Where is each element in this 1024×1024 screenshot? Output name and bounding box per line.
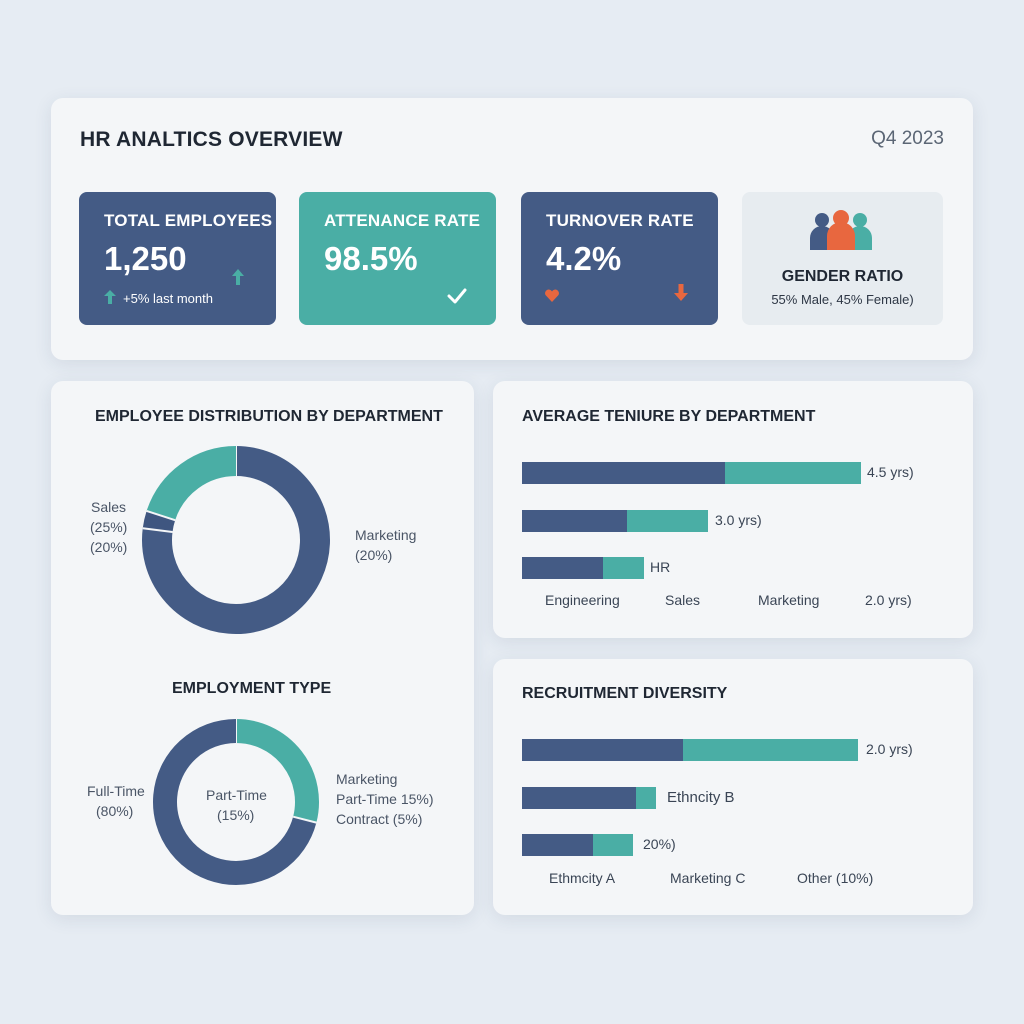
bar-segment: [522, 510, 627, 532]
bar-segment: [725, 462, 861, 484]
department-donut-chart: [142, 446, 330, 634]
arrow-up-icon: [232, 269, 244, 285]
bar-segment: [627, 510, 708, 532]
average-tenure-card: AVERAGE TENIURE BY DEPARTMENT 4.5 yrs) 3…: [493, 381, 973, 638]
axis-label: Engineering: [545, 592, 620, 608]
donut-label: Contract (5%): [336, 811, 423, 827]
department-distribution-card: EMPLOYEE DISTRIBUTION BY DEPARTMENT Sale…: [51, 381, 474, 915]
donut-slice: [146, 446, 237, 521]
arrow-up-icon: [104, 290, 116, 304]
arrow-down-icon: [674, 284, 688, 301]
gender-ratio-title: GENDER RATIO: [781, 268, 904, 285]
heart-icon: [545, 289, 559, 302]
slice-separator: [292, 815, 317, 824]
turnover-rate-card[interactable]: TURNOVER RATE 4.2%: [521, 192, 718, 325]
slice-separator: [146, 510, 176, 522]
bar-segment: [522, 834, 593, 856]
bar-label: HR: [650, 559, 671, 575]
bar-row[interactable]: [522, 557, 644, 579]
section-title: EMPLOYMENT TYPE: [172, 680, 332, 697]
donut-slice: [142, 510, 176, 533]
recruitment-diversity-card: RECRUITMENT DIVERSITY 2.0 yrs) Ethncity …: [493, 659, 973, 915]
bar-row[interactable]: [522, 739, 858, 761]
gender-ratio-text: 55% Male, 45% Female): [771, 292, 914, 307]
axis-label: Marketing C: [670, 870, 746, 886]
page-title: HR ANALTICS OVERVIEW: [80, 128, 343, 151]
total-employees-card[interactable]: TOTAL EMPLOYEES 1,250 +5% last month: [79, 192, 276, 325]
bar-label: Ethncity B: [667, 789, 735, 806]
donut-label: (80%): [96, 803, 134, 819]
bar-segment: [522, 739, 683, 761]
bar-segment: [522, 462, 725, 484]
kpi-label: TOTAL EMPLOYEES: [104, 211, 273, 230]
donut-label: Marketing: [355, 527, 417, 543]
bar-segment: [683, 739, 858, 761]
period-label: Q4 2023: [871, 128, 944, 149]
kpi-value: 4.2%: [546, 240, 622, 277]
people-group-icon: [810, 210, 872, 250]
kpi-label: ATTENANCE RATE: [324, 211, 481, 230]
bar-segment: [593, 834, 633, 856]
section-title: EMPLOYEE DISTRIBUTION BY DEPARTMENT: [95, 408, 443, 425]
section-title: RECRUITMENT DIVERSITY: [522, 685, 728, 702]
kpi-change: +5% last month: [123, 291, 213, 306]
kpi-value: 1,250: [104, 240, 187, 277]
kpi-label: TURNOVER RATE: [546, 211, 694, 230]
bar-row[interactable]: [522, 510, 708, 532]
overview-card: HR ANALTICS OVERVIEW Q4 2023 TOTAL EMPLO…: [51, 98, 973, 360]
donut-label: Part-Time 15%): [336, 791, 434, 807]
attendance-rate-card[interactable]: ATTENANCE RATE 98.5%: [299, 192, 496, 325]
donut-center-label: (15%): [217, 807, 255, 823]
donut-slice: [142, 446, 330, 634]
axis-label: Other (10%): [797, 870, 874, 886]
bar-segment: [636, 787, 656, 809]
donut-label: (20%): [90, 539, 128, 555]
employment-type-donut-chart: [153, 719, 319, 885]
donut-center-label: Part-Time: [206, 787, 267, 803]
axis-label: Ethmcity A: [549, 870, 616, 886]
axis-label: 2.0 yrs): [865, 592, 912, 608]
donut-label: (25%): [90, 519, 128, 535]
axis-label: Sales: [665, 592, 701, 608]
bar-row[interactable]: [522, 462, 861, 484]
checkmark-icon: [447, 288, 467, 304]
bar-row[interactable]: [522, 834, 633, 856]
bar-segment: [522, 787, 636, 809]
gender-ratio-card[interactable]: GENDER RATIO 55% Male, 45% Female): [742, 192, 943, 325]
bar-label: 3.0 yrs): [715, 512, 762, 528]
donut-label: Full-Time: [87, 783, 145, 799]
donut-slice: [235, 719, 319, 823]
donut-slice: [153, 719, 317, 885]
bar-label: 2.0 yrs): [866, 741, 913, 757]
bar-row[interactable]: [522, 787, 656, 809]
donut-label: Sales: [91, 499, 127, 515]
bar-segment: [522, 557, 603, 579]
bar-label: 4.5 yrs): [867, 464, 914, 480]
slice-separator: [142, 527, 173, 533]
donut-label: (20%): [355, 547, 393, 563]
section-title: AVERAGE TENIURE BY DEPARTMENT: [522, 408, 816, 425]
bar-segment: [603, 557, 644, 579]
bar-label: 20%): [643, 836, 676, 852]
kpi-value: 98.5%: [324, 240, 418, 277]
donut-label: Marketing: [336, 771, 398, 787]
axis-label: Marketing: [758, 592, 820, 608]
